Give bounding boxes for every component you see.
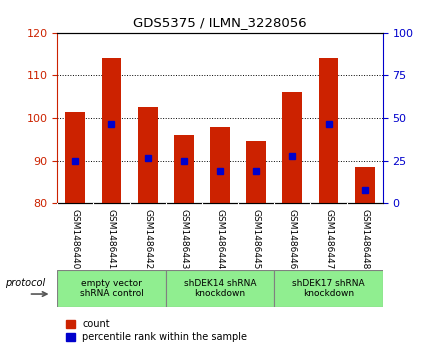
Bar <box>355 167 375 203</box>
Text: GSM1486445: GSM1486445 <box>252 209 260 269</box>
Text: shDEK14 shRNA
knockdown: shDEK14 shRNA knockdown <box>184 279 256 298</box>
Bar <box>319 58 338 203</box>
Text: GSM1486446: GSM1486446 <box>288 209 297 269</box>
Text: protocol: protocol <box>4 278 45 288</box>
Text: GSM1486443: GSM1486443 <box>180 209 188 269</box>
Bar <box>138 107 158 203</box>
Bar <box>246 142 266 203</box>
Text: GSM1486440: GSM1486440 <box>71 209 80 269</box>
Text: shDEK17 shRNA
knockdown: shDEK17 shRNA knockdown <box>292 279 365 298</box>
Text: GSM1486448: GSM1486448 <box>360 209 369 269</box>
Bar <box>274 270 383 307</box>
Text: GSM1486442: GSM1486442 <box>143 209 152 269</box>
Bar <box>102 58 121 203</box>
Title: GDS5375 / ILMN_3228056: GDS5375 / ILMN_3228056 <box>133 16 307 29</box>
Bar <box>166 270 274 307</box>
Text: GSM1486441: GSM1486441 <box>107 209 116 269</box>
Bar <box>282 92 302 203</box>
Bar <box>66 111 85 203</box>
Legend: count, percentile rank within the sample: count, percentile rank within the sample <box>62 315 251 346</box>
Bar <box>210 126 230 203</box>
Text: GSM1486444: GSM1486444 <box>216 209 224 269</box>
Text: empty vector
shRNA control: empty vector shRNA control <box>80 279 143 298</box>
Text: GSM1486447: GSM1486447 <box>324 209 333 269</box>
Bar <box>174 135 194 203</box>
Bar <box>57 270 166 307</box>
